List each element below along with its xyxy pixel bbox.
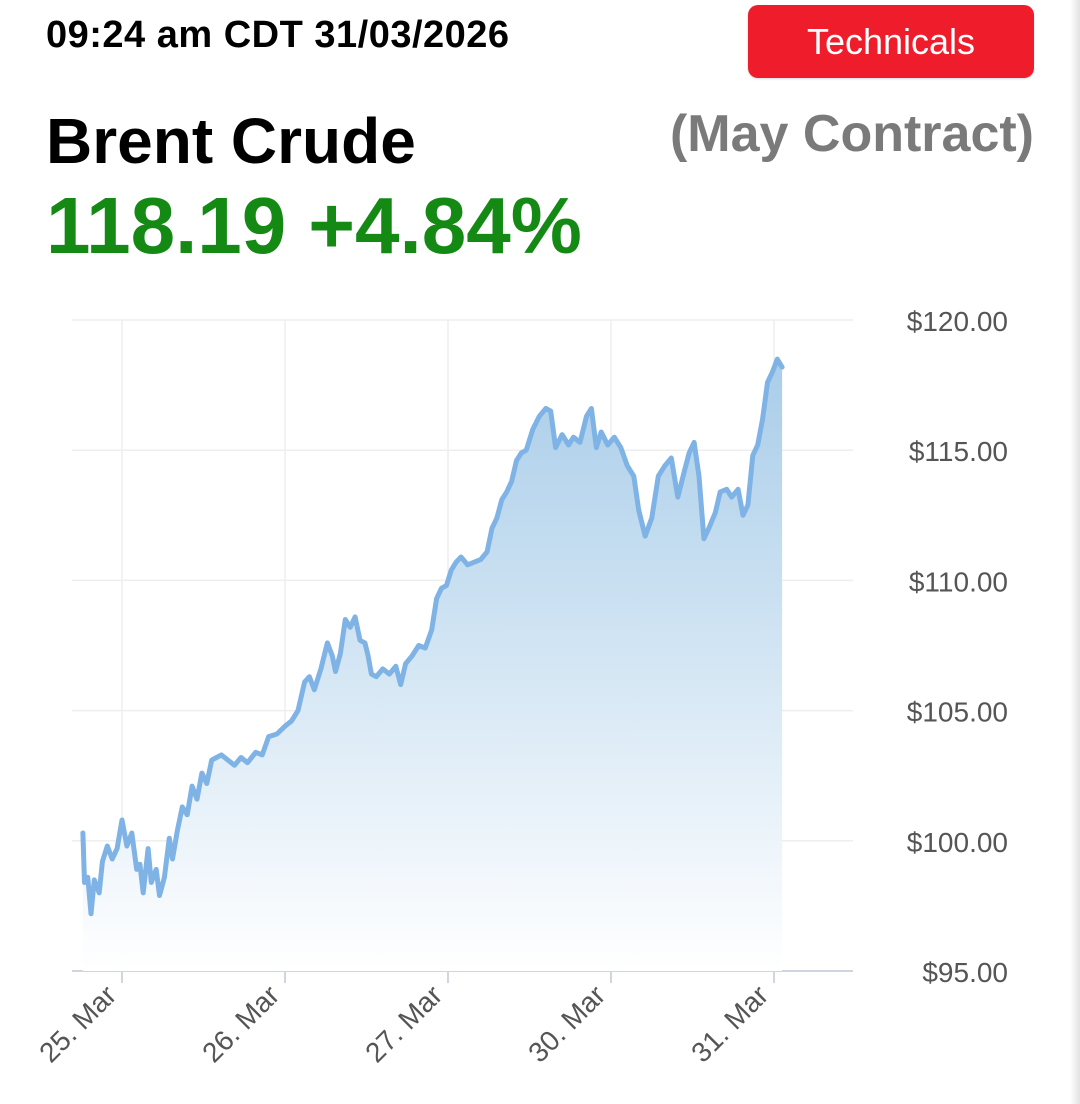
- y-tick-label: $105.00: [907, 697, 1008, 728]
- price-value: 118.19: [46, 181, 287, 270]
- x-tick-label: 30. Mar: [522, 979, 611, 1068]
- timestamp: 09:24 am CDT 31/03/2026: [46, 14, 510, 56]
- price-row: 118.19 +4.84%: [46, 180, 582, 272]
- x-tick-label: 25. Mar: [33, 979, 122, 1068]
- y-tick-label: $95.00: [922, 957, 1008, 988]
- series-line: [80, 356, 785, 917]
- contract-label: (May Contract): [669, 105, 1034, 163]
- series-area: [82, 359, 783, 972]
- y-tick-label: $115.00: [909, 436, 1008, 467]
- price-chart: $120.00 $115.00 $110.00 $105.00 $100.00 $95.0…: [33, 306, 1008, 1068]
- scroll-edge-shadow: [1070, 0, 1080, 1104]
- instrument-name: Brent Crude: [46, 105, 416, 177]
- technicals-button[interactable]: Technicals: [748, 5, 1034, 78]
- y-tick-label: $100.00: [907, 827, 1008, 858]
- y-tick-label: $120.00: [907, 306, 1008, 337]
- change-percent: +4.84%: [308, 181, 582, 270]
- x-tick-label: 31. Mar: [685, 979, 774, 1068]
- y-tick-label: $110.00: [909, 566, 1008, 597]
- x-tick-label: 27. Mar: [359, 979, 448, 1068]
- x-tick-label: 26. Mar: [196, 979, 285, 1068]
